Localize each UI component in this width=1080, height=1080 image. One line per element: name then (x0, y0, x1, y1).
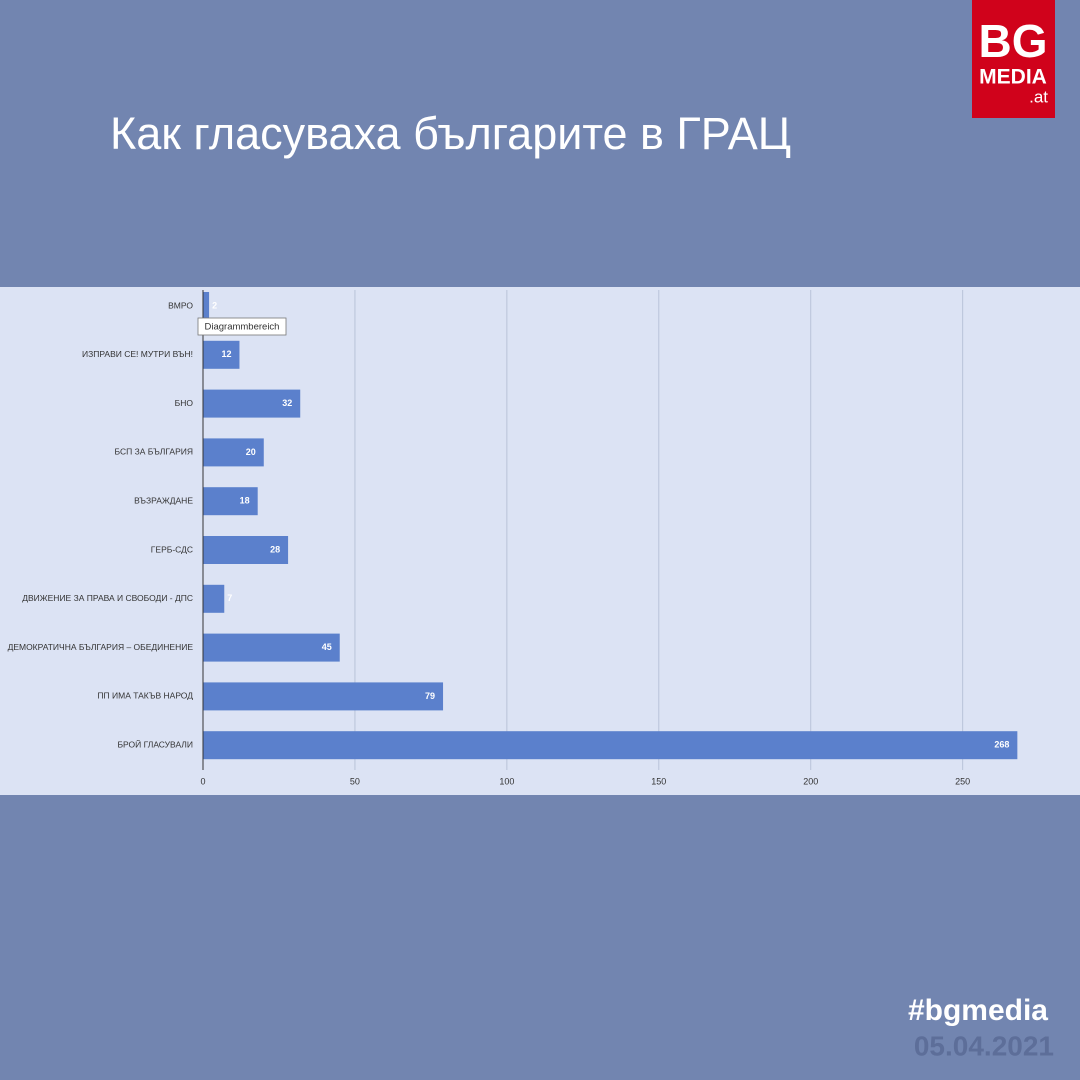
value-label: 12 (221, 349, 231, 359)
bar (203, 438, 264, 467)
value-label: 18 (240, 496, 250, 506)
x-tick-label: 0 (200, 776, 205, 786)
x-tick-label: 250 (955, 776, 970, 786)
value-label: 32 (282, 398, 292, 408)
value-label: 7 (227, 593, 232, 603)
y-tick-label: БСП ЗА БЪЛГАРИЯ (115, 447, 193, 457)
y-tick-label: ВМРО (168, 300, 193, 310)
x-tick-label: 150 (651, 776, 666, 786)
logo-sub: MEDIA (979, 66, 1047, 89)
y-tick-label: БРОЙ ГЛАСУВАЛИ (117, 738, 193, 749)
y-tick-label: ГЕРБ-СДС (151, 544, 193, 554)
x-tick-label: 100 (499, 776, 514, 786)
y-tick-label: БНО (175, 398, 194, 408)
x-tick-label: 50 (350, 776, 360, 786)
bar (203, 487, 258, 516)
logo-box (972, 0, 1055, 118)
hashtag: #bgmedia (908, 994, 1048, 1027)
bar (203, 340, 240, 369)
chart-title: Как гласуваха българите в ГРАЦ (110, 108, 791, 159)
bar (203, 389, 301, 418)
y-tick-label: ВЪЗРАЖДАНЕ (134, 495, 193, 505)
bar (203, 682, 444, 711)
logo-main: BG (979, 15, 1048, 67)
bar (203, 633, 340, 662)
bar (203, 584, 225, 613)
x-tick-label: 200 (803, 776, 818, 786)
y-tick-label: ДВИЖЕНИЕ ЗА ПРАВА И СВОБОДИ - ДПС (22, 593, 193, 603)
tooltip: Diagrammbereich (205, 322, 280, 333)
logo-suffix: .at (1029, 87, 1048, 106)
value-label: 2 (212, 300, 217, 310)
bar (203, 731, 1018, 760)
y-tick-label: ИЗПРАВИ СЕ! МУТРИ ВЪН! (82, 349, 193, 359)
bar (203, 292, 210, 320)
value-label: 45 (322, 642, 332, 652)
y-tick-label: ДЕМОКРАТИЧНА БЪЛГАРИЯ – ОБЕДИНЕНИЕ (8, 642, 194, 652)
value-label: 268 (994, 740, 1009, 750)
y-tick-label: ПП ИМА ТАКЪВ НАРОД (97, 691, 193, 701)
plot: 0 50 100 150 200 250 ВМРО 2 ИЗПРАВИ СЕ! МУТРИ ВЪ… (8, 290, 1018, 786)
value-label: 20 (246, 447, 256, 457)
value-label: 79 (425, 691, 435, 701)
bar (203, 536, 289, 564)
date: 05.04.2021 (914, 1030, 1054, 1061)
chart-panel (0, 287, 1080, 795)
tooltip-box (197, 317, 287, 336)
value-label: 28 (270, 544, 280, 554)
